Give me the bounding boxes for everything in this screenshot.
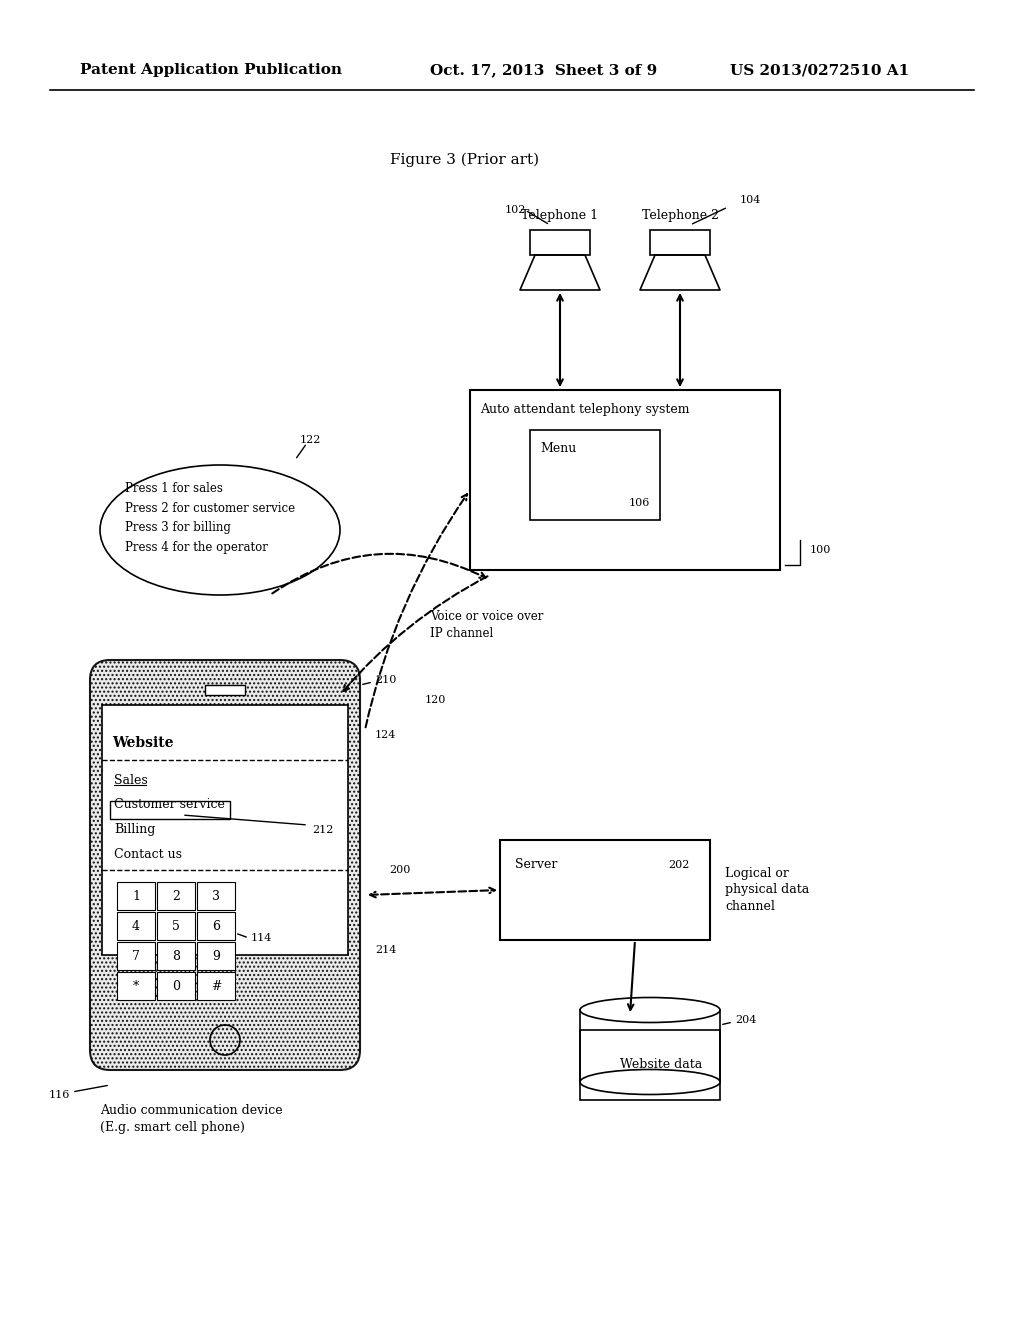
Text: 7: 7 [132, 949, 140, 962]
Bar [197, 912, 234, 940]
Text: 3: 3 [212, 890, 220, 903]
Text: (E.g. smart cell phone): (E.g. smart cell phone) [100, 1121, 245, 1134]
Text: Press 3 for billing: Press 3 for billing [125, 521, 230, 535]
Text: 106: 106 [629, 498, 650, 508]
Text: US 2013/0272510 A1: US 2013/0272510 A1 [730, 63, 909, 77]
Text: Voice or voice over
IP channel: Voice or voice over IP channel [430, 610, 544, 640]
Ellipse shape [100, 465, 340, 595]
Bar [580, 1030, 720, 1100]
Bar [157, 882, 195, 909]
Bar [157, 942, 195, 970]
Ellipse shape [580, 1069, 720, 1094]
Text: Website data: Website data [620, 1059, 702, 1072]
Text: 204: 204 [735, 1015, 757, 1026]
Text: Figure 3 (Prior art): Figure 3 (Prior art) [390, 153, 539, 168]
Text: Patent Application Publication: Patent Application Publication [80, 63, 342, 77]
Text: Server: Server [515, 858, 557, 871]
Text: 200: 200 [389, 865, 411, 875]
Text: Logical or
physical data
channel: Logical or physical data channel [725, 866, 809, 913]
Bar [197, 972, 234, 1001]
Bar [110, 801, 230, 818]
Bar [530, 430, 660, 520]
Bar [197, 882, 234, 909]
Bar [157, 912, 195, 940]
Text: 0: 0 [172, 979, 180, 993]
Text: 120: 120 [424, 696, 445, 705]
Text: 104: 104 [739, 195, 761, 205]
Text: #: # [211, 979, 221, 993]
Text: Billing: Billing [114, 824, 156, 837]
Text: *: * [133, 979, 139, 993]
Bar [197, 942, 234, 970]
Text: 1: 1 [132, 890, 140, 903]
Text: 100: 100 [810, 545, 831, 554]
Text: 210: 210 [375, 675, 396, 685]
Text: 116: 116 [48, 1090, 70, 1100]
Text: 4: 4 [132, 920, 140, 932]
Bar [117, 912, 155, 940]
Bar [102, 705, 348, 954]
Text: 124: 124 [375, 730, 396, 741]
Text: Auto attendant telephony system: Auto attendant telephony system [480, 404, 689, 417]
Text: Website: Website [112, 737, 173, 750]
Bar [117, 882, 155, 909]
Bar [650, 230, 710, 255]
Text: 102: 102 [504, 205, 525, 215]
Text: Press 1 for sales: Press 1 for sales [125, 482, 223, 495]
Bar [117, 972, 155, 1001]
Bar [157, 972, 195, 1001]
Text: Press 2 for customer service: Press 2 for customer service [125, 502, 295, 515]
Text: 212: 212 [312, 825, 334, 836]
Text: Audio communication device: Audio communication device [100, 1104, 283, 1117]
Text: Sales: Sales [114, 774, 147, 787]
Text: 214: 214 [375, 945, 396, 954]
Text: Menu: Menu [540, 441, 577, 454]
Text: 8: 8 [172, 949, 180, 962]
Bar [470, 389, 780, 570]
Bar [205, 685, 245, 696]
Text: 114: 114 [251, 933, 272, 942]
Text: 202: 202 [669, 861, 690, 870]
Text: Contact us: Contact us [114, 849, 182, 862]
Text: 122: 122 [299, 436, 321, 445]
Bar [500, 840, 710, 940]
Text: 5: 5 [172, 920, 180, 932]
FancyBboxPatch shape [90, 660, 360, 1071]
Bar [117, 942, 155, 970]
Text: Press 4 for the operator: Press 4 for the operator [125, 541, 268, 554]
Text: Telephone 1: Telephone 1 [521, 209, 599, 222]
Text: Oct. 17, 2013  Sheet 3 of 9: Oct. 17, 2013 Sheet 3 of 9 [430, 63, 657, 77]
Text: 6: 6 [212, 920, 220, 932]
Text: 2: 2 [172, 890, 180, 903]
Bar [530, 230, 590, 255]
Text: Customer service: Customer service [114, 799, 225, 812]
Ellipse shape [580, 998, 720, 1023]
Text: 9: 9 [212, 949, 220, 962]
Text: Telephone 2: Telephone 2 [641, 209, 719, 222]
